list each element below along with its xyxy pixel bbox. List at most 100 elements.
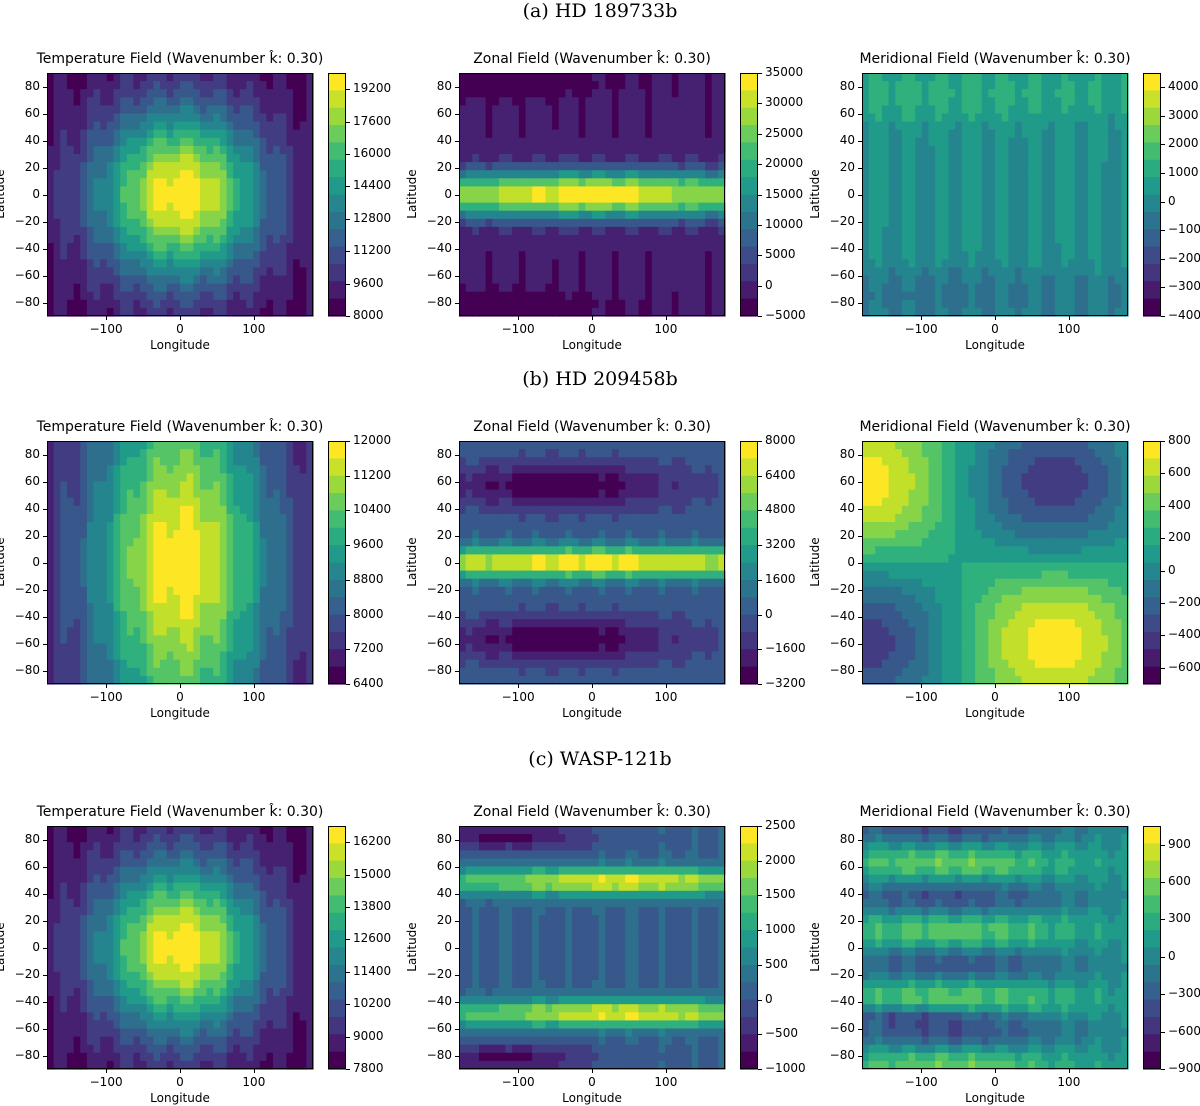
heatmap-cell [206,578,214,588]
heatmap-cell [213,497,221,507]
heatmap-cell [60,154,68,163]
heatmap-cell [988,267,996,277]
heatmap-cell [572,121,580,131]
heatmap-cell [173,291,181,301]
heatmap-cell [186,594,194,604]
heatmap-cell [532,243,540,252]
heatmap-cell [219,154,228,163]
heatmap-cell [572,178,580,187]
heatmap-cell [705,275,713,285]
heatmap-cell [80,307,88,317]
heatmap-cell [60,473,68,483]
heatmap-cell [166,243,174,252]
heatmap-cell [585,307,593,317]
heatmap-cell [140,643,148,653]
heatmap-cell [888,283,896,293]
heatmap-cell [505,251,513,260]
heatmap-cell [915,154,923,163]
heatmap-cell [266,651,274,661]
heatmap-cell [226,275,234,285]
heatmap-cell [901,145,910,155]
heatmap-cell [206,81,214,90]
heatmap-cell [279,473,287,483]
heatmap-cell [160,489,168,499]
heatmap-cell [558,275,566,285]
heatmap-cell [266,251,274,260]
heatmap-cell [53,283,61,293]
heatmap-cell [928,89,936,98]
heatmap-cell [86,89,95,98]
heatmap-cell [73,291,81,301]
heatmap-cell [173,283,181,293]
heatmap-cell [180,449,188,458]
heatmap-cell [565,137,573,147]
heatmap-cell [975,113,983,123]
heatmap-cell [140,667,148,677]
heatmap-cell [279,643,287,653]
heatmap-cell [921,162,930,171]
heatmap-cell [598,178,606,187]
heatmap-cell [266,538,274,547]
heatmap-cell [66,235,75,244]
heatmap-cell [975,81,983,90]
heatmap-cell [1074,194,1083,204]
heatmap-cell [498,275,507,285]
heatmap-cell [678,267,686,277]
heatmap-cell [572,251,580,260]
heatmap-cell [605,162,613,171]
heatmap-cell [246,594,254,604]
heatmap-cell [538,283,547,293]
heatmap-cell [948,267,956,277]
heatmap-cell [665,97,673,106]
heatmap-cell [1054,251,1063,260]
heatmap-cell [199,162,208,171]
heatmap-cell [140,186,148,196]
heatmap-cell [532,186,540,196]
heatmap-cell [478,186,487,196]
heatmap-cell [120,497,128,507]
heatmap-cell [901,283,910,293]
heatmap-cell [711,154,719,163]
heatmap-cell [60,105,68,115]
heatmap-cell [199,449,208,458]
heatmap-cell [578,97,586,106]
heatmap-cell [862,235,870,244]
heatmap-cell [266,194,274,204]
heatmap-cell [73,113,81,123]
heatmap-cell [306,105,314,115]
heatmap-cell [718,243,726,252]
heatmap-cell [100,538,108,547]
heatmap-cell [120,186,128,196]
heatmap-cell [1008,218,1016,228]
heatmap-cell [645,89,653,98]
heatmap-cell [166,554,174,564]
heatmap-cell [120,210,128,220]
heatmap-cell [961,202,969,212]
heatmap-cell [160,283,168,293]
heatmap-cell [186,667,194,677]
heatmap-cell [233,267,241,277]
heatmap-cell [948,243,956,252]
heatmap-cell [1048,162,1056,171]
heatmap-cell [206,441,214,450]
heatmap-cell [286,449,294,458]
heatmap-cell [651,129,660,139]
heatmap-cell [180,643,188,653]
heatmap-cell [47,267,55,277]
heatmap-cell [485,235,493,244]
heatmap-cell [1074,105,1083,115]
heatmap-cell [658,137,666,147]
heatmap-cell [459,267,467,277]
heatmap-cell [1061,137,1069,147]
heatmap-cell [253,635,261,645]
heatmap-cell [106,162,115,171]
heatmap-cell [1108,137,1116,147]
heatmap-cell [199,154,208,163]
heatmap-cell [1094,73,1102,82]
heatmap-cell [651,194,660,204]
heatmap-cell [166,659,174,669]
heatmap-cell [266,603,274,612]
heatmap-cell [698,210,706,220]
heatmap-cell [86,667,95,677]
heatmap-cell [968,145,976,155]
